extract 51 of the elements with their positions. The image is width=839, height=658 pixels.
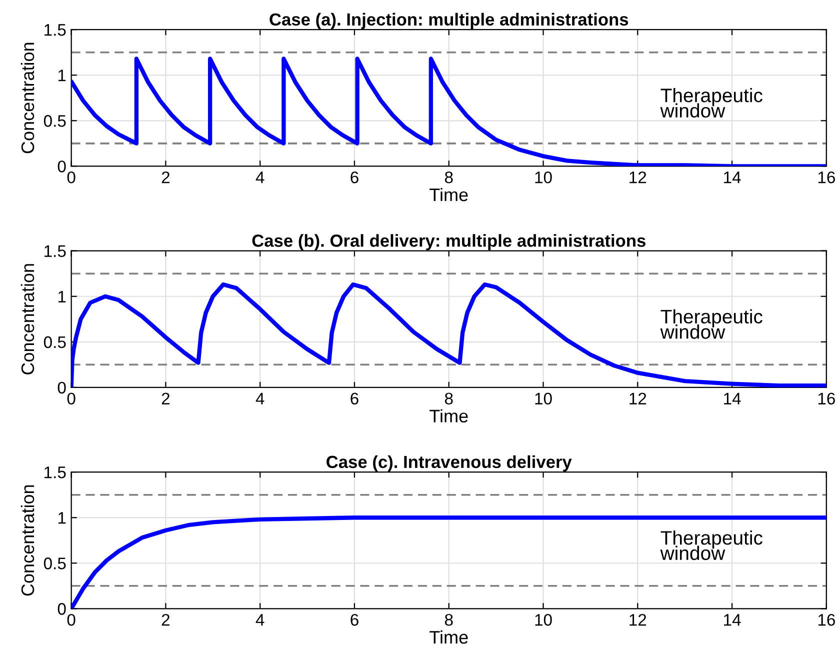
chart-title: Case (b). Oral delivery: multiple administrations: [252, 234, 646, 250]
x-tick-label: 8: [444, 392, 453, 405]
x-axis-title: Time: [430, 188, 468, 202]
y-axis-title: Concentration: [20, 264, 34, 374]
x-tick-label: 2: [162, 392, 170, 404]
chart-title: Case (c). Intravenous delivery: [326, 455, 572, 472]
y-tick-label: 0: [58, 382, 66, 394]
x-tick-label: 14: [724, 614, 741, 626]
chart-title: Case (a). Injection: multiple administrations: [270, 12, 628, 30]
x-tick-label: 10: [535, 171, 552, 184]
x-tick-label: 6: [350, 614, 358, 626]
x-tick-label: 6: [350, 392, 358, 405]
y-tick-label: 0.5: [44, 336, 66, 348]
annotation: Therapeutic window: [660, 309, 762, 339]
x-tick-label: 12: [630, 614, 646, 626]
annotation: Therapeutic window: [660, 530, 762, 560]
annotation: Therapeutic window: [660, 88, 762, 118]
x-tick-label: 14: [724, 172, 741, 184]
x-tick-label: 14: [724, 392, 741, 404]
x-tick-label: 16: [818, 614, 835, 626]
x-tick-label: 8: [444, 171, 453, 184]
x-tick-label: 4: [256, 172, 264, 184]
y-tick-label: 1: [58, 512, 66, 524]
x-tick-label: 0: [67, 171, 76, 184]
x-tick-label: 12: [630, 171, 646, 184]
x-tick-label: 2: [162, 614, 170, 626]
x-tick-label: 10: [535, 392, 552, 405]
y-tick-label: 1: [58, 290, 66, 302]
x-tick-label: 12: [630, 392, 646, 404]
x-axis-title: Time: [430, 630, 468, 644]
y-tick-label: 1.5: [44, 24, 66, 36]
y-tick-label: 1.5: [44, 245, 66, 258]
y-tick-label: 0: [58, 160, 66, 172]
y-tick-label: 1: [58, 70, 66, 82]
x-tick-label: 2: [162, 171, 170, 184]
x-tick-label: 16: [818, 171, 835, 184]
x-tick-label: 8: [444, 614, 453, 626]
x-axis-title: Time: [430, 409, 468, 422]
x-tick-label: 0: [67, 614, 76, 626]
y-tick-label: 0.5: [44, 558, 66, 570]
y-tick-label: 0.5: [44, 115, 66, 127]
y-tick-label: 0: [58, 603, 66, 615]
x-tick-label: 0: [67, 392, 76, 405]
y-tick-label: 1.5: [44, 466, 66, 478]
y-axis-title: Concentration: [20, 485, 34, 596]
x-tick-label: 10: [535, 614, 552, 626]
x-tick-label: 6: [350, 171, 358, 184]
y-axis-title: Concentration: [20, 42, 34, 154]
x-tick-label: 16: [818, 392, 835, 405]
x-tick-label: 4: [256, 392, 264, 404]
x-tick-label: 4: [256, 614, 264, 626]
